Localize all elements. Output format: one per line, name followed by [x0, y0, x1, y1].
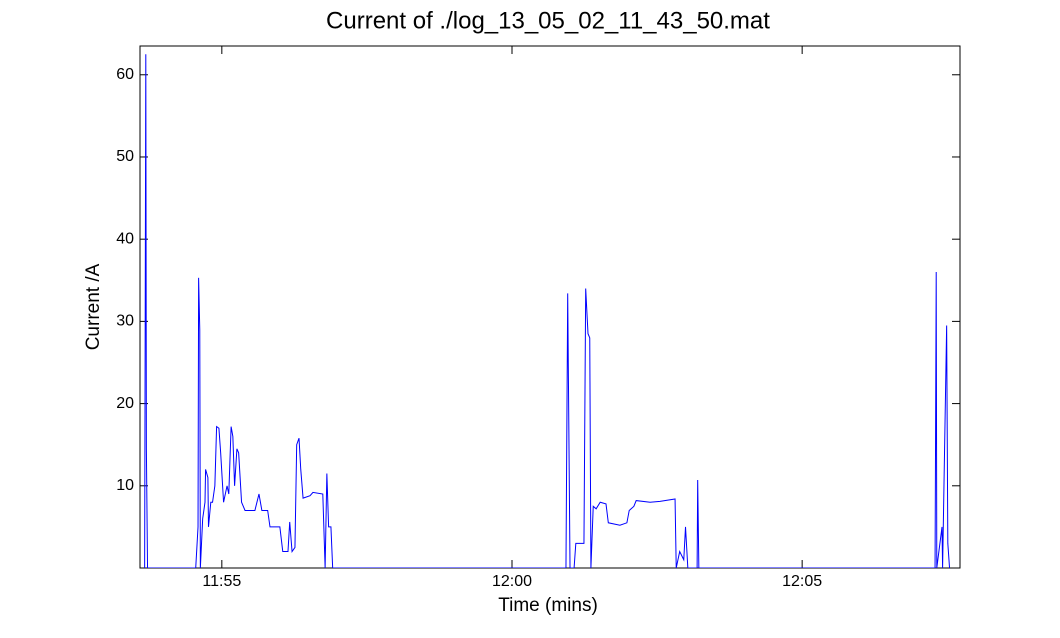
data-line	[144, 54, 951, 568]
chart-title: Current of ./log_13_05_02_11_43_50.mat	[326, 7, 770, 34]
y-tick-label: 20	[116, 395, 134, 412]
x-tick-label: 11:55	[202, 573, 241, 590]
y-tick-label: 10	[116, 477, 134, 494]
x-tick-label: 12:05	[782, 573, 822, 590]
x-tick-label: 12:00	[492, 573, 532, 590]
y-tick-label: 30	[116, 313, 134, 330]
y-tick-label: 40	[116, 230, 134, 247]
y-tick-label: 60	[116, 66, 134, 83]
y-axis-label: Current /A	[83, 263, 104, 350]
x-axis-label: Time (mins)	[498, 595, 598, 616]
y-tick-label: 50	[116, 148, 134, 165]
